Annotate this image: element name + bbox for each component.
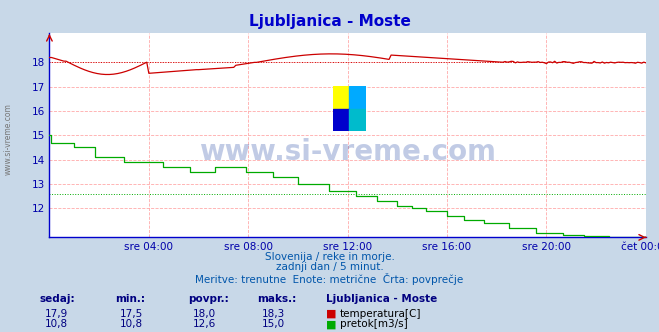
Text: 17,9: 17,9	[44, 309, 68, 319]
Text: povpr.:: povpr.:	[188, 294, 229, 304]
Text: 18,3: 18,3	[262, 309, 285, 319]
Text: 17,5: 17,5	[120, 309, 144, 319]
Text: temperatura[C]: temperatura[C]	[340, 309, 422, 319]
Text: pretok[m3/s]: pretok[m3/s]	[340, 319, 408, 329]
Text: www.si-vreme.com: www.si-vreme.com	[4, 104, 13, 175]
Text: www.si-vreme.com: www.si-vreme.com	[199, 138, 496, 166]
Text: Ljubljanica - Moste: Ljubljanica - Moste	[326, 294, 438, 304]
Text: Slovenija / reke in morje.: Slovenija / reke in morje.	[264, 252, 395, 262]
Text: zadnji dan / 5 minut.: zadnji dan / 5 minut.	[275, 262, 384, 272]
Text: ■: ■	[326, 309, 337, 319]
Text: sedaj:: sedaj:	[40, 294, 75, 304]
Text: 12,6: 12,6	[192, 319, 216, 329]
Text: 10,8: 10,8	[44, 319, 68, 329]
Text: maks.:: maks.:	[257, 294, 297, 304]
Text: ■: ■	[326, 319, 337, 329]
Text: 15,0: 15,0	[262, 319, 285, 329]
Text: min.:: min.:	[115, 294, 146, 304]
Text: 18,0: 18,0	[192, 309, 216, 319]
Text: Meritve: trenutne  Enote: metrične  Črta: povprečje: Meritve: trenutne Enote: metrične Črta: …	[195, 273, 464, 285]
Text: 10,8: 10,8	[120, 319, 144, 329]
Text: Ljubljanica - Moste: Ljubljanica - Moste	[248, 14, 411, 29]
